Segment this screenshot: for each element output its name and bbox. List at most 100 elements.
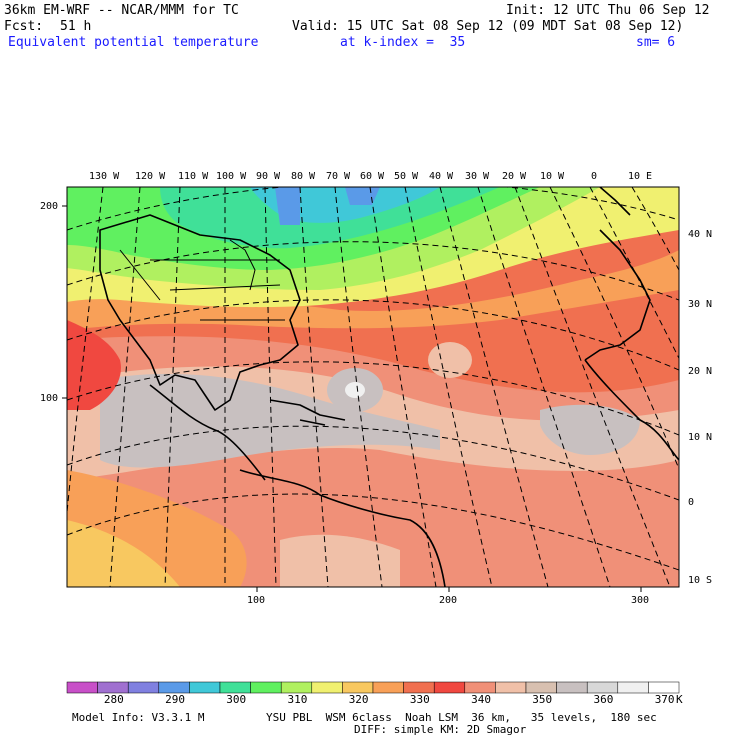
colorbar-tick-label: 310 bbox=[287, 693, 308, 706]
colorbar-swatch bbox=[525, 681, 557, 694]
colorbar-swatch bbox=[556, 681, 588, 694]
parallel-10n bbox=[67, 361, 679, 436]
lat-label: 20 N bbox=[688, 366, 713, 377]
meridian-10w bbox=[549, 187, 679, 471]
colorbar bbox=[66, 681, 680, 694]
lon-label: 90 W bbox=[256, 171, 281, 182]
caribbean-islands bbox=[269, 399, 346, 421]
colorbar-tick-label: 340 bbox=[471, 693, 491, 706]
lon-label: 10 W bbox=[540, 171, 565, 182]
grid-y-label: 200 bbox=[40, 201, 59, 212]
physics-line-2: DIFF: simple KM: 2D Smagor bbox=[354, 723, 527, 736]
colorbar-tick-label: 350 bbox=[532, 693, 553, 706]
colorbar-swatch bbox=[372, 681, 404, 694]
axis-ticks bbox=[62, 205, 642, 592]
lon-label: 100 W bbox=[216, 171, 247, 182]
north-america-outline bbox=[99, 214, 301, 411]
colorbar-tick-label: 280 bbox=[103, 693, 124, 706]
lon-label: 110 W bbox=[178, 171, 209, 182]
valid-time: Valid: 15 UTC Sat 08 Sep 12 (09 MDT Sat … bbox=[292, 19, 684, 34]
lon-label: 120 W bbox=[135, 171, 166, 182]
colorbar-swatch bbox=[648, 681, 680, 694]
parallel-10s bbox=[67, 493, 679, 571]
colorbar-swatch bbox=[158, 681, 190, 694]
lon-label: 30 W bbox=[465, 171, 490, 182]
init-time: Init: 12 UTC Thu 06 Sep 12 bbox=[506, 3, 710, 18]
colorbar-tick-label: 290 bbox=[165, 693, 185, 706]
grid-x-label: 200 bbox=[439, 595, 458, 606]
physics-line-1: YSU PBL WSM 6class Noah LSM 36 km, 35 le… bbox=[266, 711, 657, 724]
map-frame bbox=[66, 186, 680, 588]
lon-label: 70 W bbox=[326, 171, 351, 182]
colorbar-swatch bbox=[66, 681, 98, 694]
colorbar-tick-label: 370 bbox=[654, 693, 675, 706]
lon-label: 0 bbox=[591, 171, 598, 182]
colorbar-swatch bbox=[280, 681, 313, 694]
lat-label: 10 N bbox=[688, 432, 713, 443]
colorbar-tick-label: 360 bbox=[593, 693, 614, 706]
lat-label: 30 N bbox=[688, 299, 713, 310]
europe-coast bbox=[599, 187, 631, 216]
meridian-130w bbox=[67, 187, 104, 518]
meridian-120w bbox=[109, 187, 141, 587]
meridian-30w bbox=[477, 187, 611, 587]
grid-x-label: 100 bbox=[247, 595, 266, 606]
meridian-0 bbox=[589, 187, 679, 360]
meridian-70w bbox=[334, 187, 383, 587]
colorbar-tick-label: 330 bbox=[409, 693, 430, 706]
colorbar-swatch bbox=[617, 681, 649, 694]
colorbar-swatch bbox=[311, 681, 343, 694]
colorbar-tick-label: 320 bbox=[348, 693, 369, 706]
great-lakes bbox=[229, 239, 256, 291]
lon-label: 10 E bbox=[628, 171, 653, 182]
meridian-80w bbox=[299, 187, 329, 587]
meridian-10e bbox=[631, 187, 679, 272]
colorbar-swatch bbox=[495, 681, 527, 694]
colorbar-swatch bbox=[464, 681, 496, 694]
central-america-coast bbox=[149, 384, 266, 481]
lat-label: 0 bbox=[688, 497, 695, 508]
colorbar-swatch bbox=[433, 681, 466, 694]
west-africa-coast bbox=[584, 359, 679, 461]
meridian-60w bbox=[369, 187, 437, 587]
smoothing: sm= 6 bbox=[636, 35, 676, 50]
lon-label: 80 W bbox=[291, 171, 316, 182]
grid-y-label: 100 bbox=[40, 393, 59, 404]
meridian-50w bbox=[404, 187, 493, 587]
lon-label: 20 W bbox=[502, 171, 527, 182]
colorbar-unit: K bbox=[676, 693, 683, 706]
graticule bbox=[67, 187, 679, 587]
state-borders bbox=[119, 249, 285, 321]
parallel-40n bbox=[67, 187, 679, 231]
colorbar-swatch bbox=[127, 681, 160, 694]
colorbar-swatch bbox=[189, 681, 221, 694]
lon-label: 130 W bbox=[89, 171, 120, 182]
lon-label: 50 W bbox=[394, 171, 419, 182]
meridian-90w bbox=[264, 187, 277, 587]
lat-label: 10 S bbox=[688, 575, 713, 586]
field-name: Equivalent potential temperature bbox=[8, 35, 259, 50]
meridian-40w bbox=[439, 187, 549, 587]
fcst-label: Fcst: bbox=[4, 19, 44, 34]
colorbar-swatch bbox=[586, 681, 619, 694]
coastlines bbox=[99, 187, 679, 587]
theta-e-field bbox=[67, 187, 679, 587]
colorbar-tick-label: 300 bbox=[226, 693, 247, 706]
lon-label: 60 W bbox=[360, 171, 385, 182]
parallel-0 bbox=[67, 425, 679, 501]
colorbar-swatch bbox=[403, 681, 435, 694]
hispaniola bbox=[299, 419, 326, 426]
parallel-20n bbox=[67, 299, 679, 371]
model-info: Model Info: V3.3.1 M bbox=[72, 711, 205, 724]
colorbar-swatch bbox=[250, 681, 282, 694]
iberia-coast bbox=[584, 229, 651, 361]
meridian-110w bbox=[164, 187, 181, 587]
model-title: 36km EM-WRF -- NCAR/MMM for TC bbox=[4, 3, 239, 18]
colorbar-swatch bbox=[219, 681, 251, 694]
grid-x-label: 300 bbox=[631, 595, 650, 606]
south-america-coast bbox=[239, 469, 446, 587]
parallel-30n bbox=[67, 241, 679, 301]
fcst-value: 51 h bbox=[60, 19, 92, 34]
lat-label: 40 N bbox=[688, 229, 713, 240]
